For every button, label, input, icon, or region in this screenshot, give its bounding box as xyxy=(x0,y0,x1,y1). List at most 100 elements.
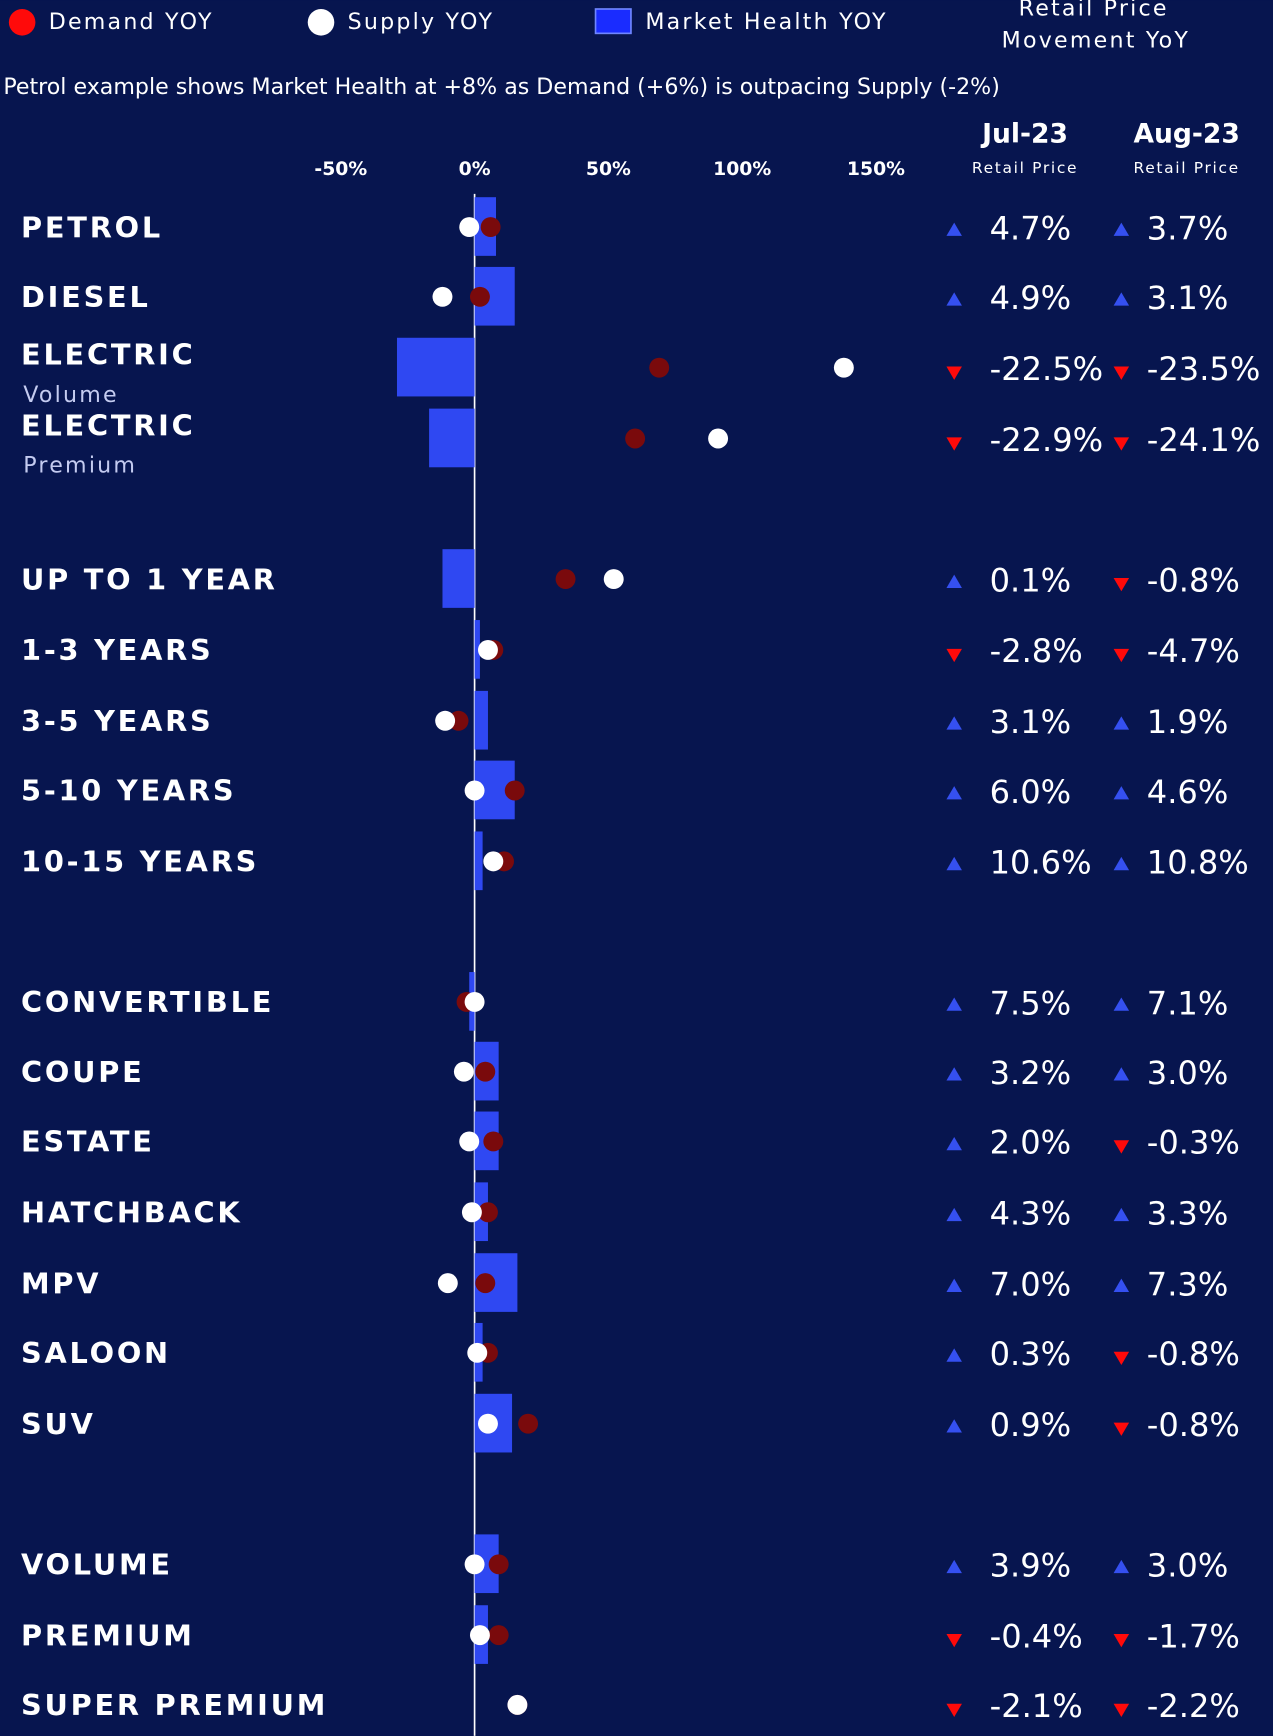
retail-title: Movement YoY xyxy=(1002,28,1190,54)
dot xyxy=(603,569,624,590)
trend-arrow xyxy=(1113,997,1130,1011)
row-sublabel: Volume xyxy=(23,382,119,408)
retail-value: -2.1% xyxy=(990,1687,1083,1725)
row-label: VOLUME xyxy=(21,1547,173,1581)
trend-arrow xyxy=(946,1136,962,1151)
trend-arrow xyxy=(1113,856,1130,871)
dot xyxy=(555,569,576,590)
retail-value: -0.8% xyxy=(1147,1406,1240,1444)
row-label: COUPE xyxy=(21,1055,145,1089)
dot xyxy=(488,1625,509,1646)
trend-arrow xyxy=(946,1703,962,1718)
trend-arrow xyxy=(946,716,962,730)
trend-arrow xyxy=(1113,1422,1130,1436)
x-tick-label: 100% xyxy=(713,159,771,180)
dot xyxy=(464,991,485,1012)
retail-value: -0.8% xyxy=(1147,1335,1240,1373)
dot xyxy=(518,1413,539,1434)
x-tick-label: 0% xyxy=(459,159,491,180)
x-tick-label: -50% xyxy=(314,159,367,180)
retail-value: -24.1% xyxy=(1147,421,1261,459)
row-label: ESTATE xyxy=(21,1125,155,1159)
retail-value: 4.9% xyxy=(990,279,1072,317)
trend-arrow xyxy=(946,856,962,871)
trend-arrow xyxy=(1113,437,1130,451)
row-label: 3-5 YEARS xyxy=(21,704,214,738)
retail-value: 7.3% xyxy=(1147,1265,1229,1303)
dot xyxy=(475,1061,496,1082)
dot xyxy=(467,1342,488,1363)
row-label: DIESEL xyxy=(21,280,151,314)
trend-arrow xyxy=(946,648,962,663)
dot xyxy=(504,780,525,801)
trend-arrow xyxy=(946,1067,962,1081)
retail-value: 4.3% xyxy=(990,1195,1072,1233)
trend-arrow xyxy=(1113,716,1130,730)
row-label: SUPER PREMIUM xyxy=(21,1688,328,1722)
retail-value: 3.1% xyxy=(1147,279,1229,317)
trend-arrow xyxy=(1113,1278,1130,1292)
retail-value: -0.4% xyxy=(990,1617,1083,1655)
legend-label: Market Health YOY xyxy=(645,9,887,35)
trend-arrow xyxy=(946,222,962,236)
dot xyxy=(459,1131,480,1152)
legend-swatch xyxy=(307,9,335,36)
dot xyxy=(833,357,854,378)
trend-arrow xyxy=(946,1207,962,1222)
bar xyxy=(442,549,475,608)
retail-value: 3.3% xyxy=(1147,1195,1229,1233)
retail-value: 1.9% xyxy=(1147,703,1229,741)
retail-value: 3.2% xyxy=(990,1054,1072,1092)
dot xyxy=(483,851,504,872)
row-label: HATCHBACK xyxy=(21,1195,242,1229)
row-label: ELECTRIC xyxy=(21,408,195,442)
retail-value: 6.0% xyxy=(990,773,1072,811)
trend-arrow xyxy=(1113,1559,1130,1574)
dot xyxy=(488,1554,509,1575)
row-label: PREMIUM xyxy=(21,1618,195,1652)
note: Petrol example shows Market Health at +8… xyxy=(3,74,1000,100)
trend-arrow xyxy=(946,997,962,1011)
retail-value: 2.0% xyxy=(990,1124,1072,1162)
dot xyxy=(507,1694,528,1715)
dot xyxy=(461,1202,482,1223)
dot xyxy=(453,1061,474,1082)
bar xyxy=(474,620,480,679)
trend-arrow xyxy=(1113,648,1130,663)
trend-arrow xyxy=(1113,1207,1130,1222)
column-subheader: Retail Price xyxy=(1133,159,1239,177)
dot xyxy=(469,1625,490,1646)
trend-arrow xyxy=(946,1419,962,1433)
dot xyxy=(435,710,456,731)
retail-value: -2.8% xyxy=(990,632,1083,670)
row-label: 5-10 YEARS xyxy=(21,774,236,808)
row-label: CONVERTIBLE xyxy=(21,985,274,1019)
retail-value: 3.1% xyxy=(990,703,1072,741)
retail-value: 7.1% xyxy=(1147,984,1229,1022)
trend-arrow xyxy=(946,437,962,451)
retail-value: -22.5% xyxy=(990,350,1104,388)
trend-arrow xyxy=(946,1348,962,1362)
bar xyxy=(429,408,475,468)
trend-arrow xyxy=(1113,292,1130,306)
column-header: Aug-23 xyxy=(1133,119,1239,150)
dot xyxy=(459,217,480,238)
row-label: UP TO 1 YEAR xyxy=(21,562,278,596)
row-label: MPV xyxy=(21,1266,101,1300)
retail-value: 3.0% xyxy=(1147,1547,1229,1585)
dot xyxy=(480,217,501,238)
retail-value: 7.0% xyxy=(990,1265,1072,1303)
retail-value: -0.3% xyxy=(1147,1124,1240,1162)
retail-value: 3.7% xyxy=(1147,209,1229,247)
legend-label: Demand YOY xyxy=(49,9,214,35)
retail-value: 4.6% xyxy=(1147,773,1229,811)
dot xyxy=(625,428,646,449)
dot xyxy=(483,1131,504,1152)
trend-arrow xyxy=(946,366,962,380)
dot xyxy=(475,1273,496,1294)
row-label: 1-3 YEARS xyxy=(21,633,214,667)
dot xyxy=(478,639,498,660)
trend-arrow xyxy=(1113,222,1130,236)
trend-arrow xyxy=(946,1559,962,1574)
